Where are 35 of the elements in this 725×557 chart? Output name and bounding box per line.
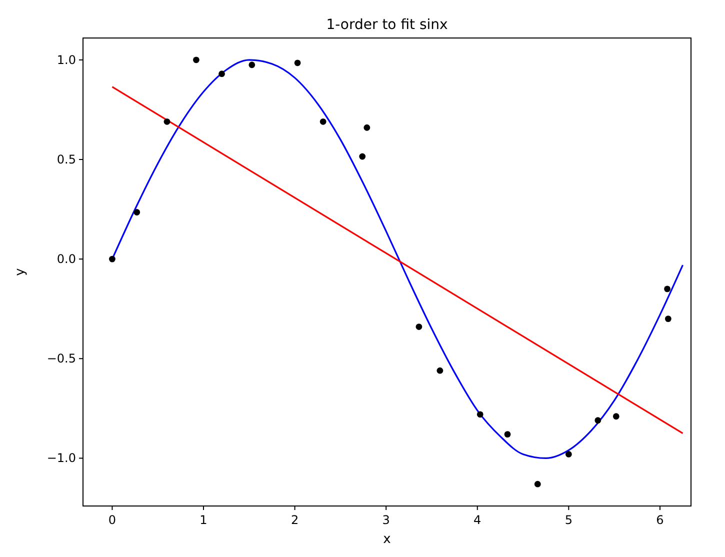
x-tick-label: 6: [656, 513, 664, 527]
point: [294, 60, 301, 66]
y-tick-label: 1.0: [56, 52, 76, 67]
x-tick-label: 4: [474, 513, 482, 527]
point: [534, 480, 541, 488]
x-tick-label: 5: [564, 513, 572, 527]
point: [476, 411, 484, 418]
point: [320, 118, 326, 125]
point: [218, 70, 225, 78]
x-tick-label: 1: [200, 513, 208, 527]
y-axis-title: y: [13, 268, 28, 276]
point: [664, 286, 670, 292]
point: [594, 417, 602, 424]
point: [359, 153, 366, 160]
point: [436, 367, 444, 374]
y-tick-label: −1.0: [46, 451, 76, 466]
y-tick-label: −0.5: [46, 352, 76, 366]
point: [565, 451, 572, 458]
point: [504, 431, 511, 438]
point: [109, 256, 116, 262]
point: [193, 56, 200, 64]
x-tick-label: 2: [290, 513, 299, 527]
point: [664, 316, 672, 322]
chart-title: 1-order to fit sinx: [326, 17, 448, 33]
x-tick-label: 0: [108, 513, 116, 527]
point: [416, 324, 422, 330]
point: [134, 209, 140, 216]
point: [364, 124, 370, 131]
y-tick-label: 0.0: [56, 252, 76, 266]
y-tick-label: 0.5: [56, 152, 76, 166]
point: [248, 62, 256, 68]
point: [612, 413, 620, 420]
x-axis-title: x: [383, 532, 392, 547]
point: [164, 118, 170, 125]
x-tick-label: 3: [382, 513, 390, 527]
